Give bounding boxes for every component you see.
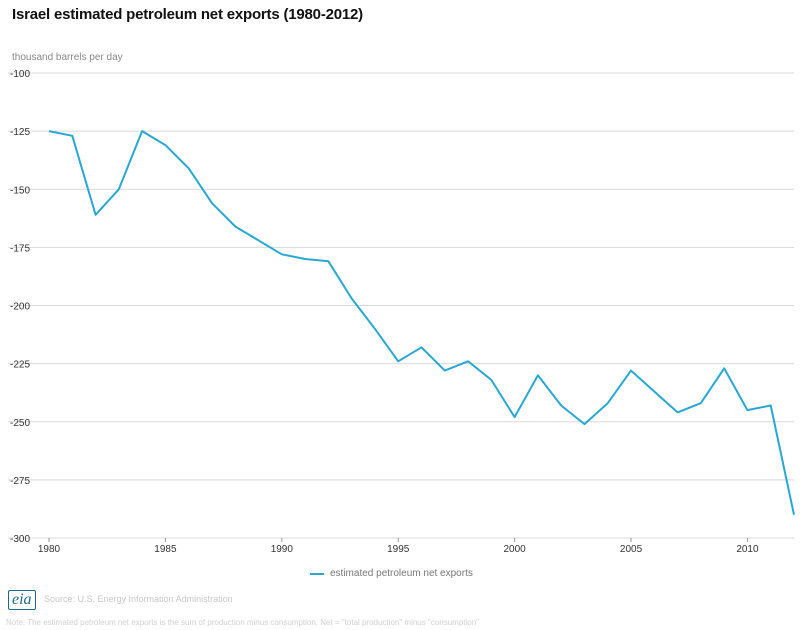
y-tick-label: -200 <box>10 302 30 313</box>
y-tick-label: -175 <box>10 243 30 254</box>
chart-title: Israel estimated petroleum net exports (… <box>12 6 363 23</box>
x-tick-label: 1985 <box>154 544 177 555</box>
gridlines <box>8 72 794 539</box>
legend: estimated petroleum net exports <box>310 568 473 579</box>
x-tick-label: 1980 <box>38 544 61 555</box>
y-tick-label: -100 <box>10 69 30 80</box>
y-axis-unit-label: thousand barrels per day <box>12 52 123 63</box>
x-tick-label: 1995 <box>387 544 410 555</box>
eia-logo: eia <box>8 590 36 610</box>
y-tick-labels: -100 -125 -150 -175 -200 -225 -250 -275 -300 <box>10 69 30 545</box>
series-line-net-exports <box>48 130 795 516</box>
series-layer <box>48 130 795 516</box>
x-tick-labels: 1980 1985 1990 1995 2000 2005 2010 <box>38 538 759 555</box>
x-tick-label: 1990 <box>271 544 294 555</box>
y-tick-label: -275 <box>10 476 30 487</box>
legend-label: estimated petroleum net exports <box>330 568 473 579</box>
legend-swatch <box>310 572 324 575</box>
y-tick-label: -125 <box>10 127 30 138</box>
x-tick-label: 2000 <box>504 544 527 555</box>
y-tick-label: -250 <box>10 418 30 429</box>
footnote: Note: The estimated petroleum net export… <box>6 618 480 627</box>
source-note: Source: U.S. Energy Information Administ… <box>44 594 233 604</box>
x-tick-label: 2010 <box>736 544 759 555</box>
y-tick-label: -225 <box>10 360 30 371</box>
x-tick-label: 2005 <box>620 544 643 555</box>
y-tick-label: -300 <box>10 534 30 545</box>
y-tick-label: -150 <box>10 185 30 196</box>
